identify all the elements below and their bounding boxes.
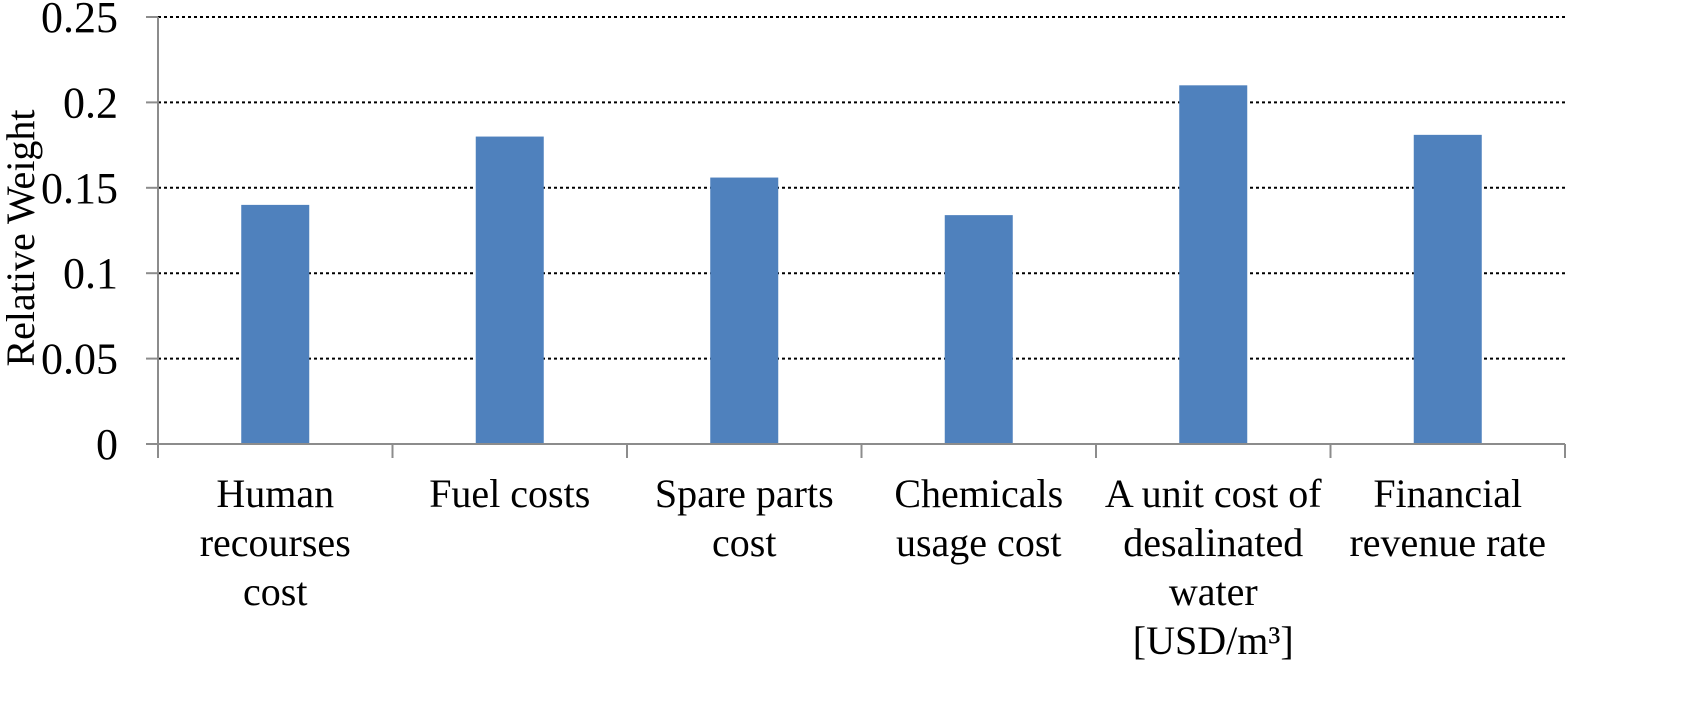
y-tick-label: 0.05 [41,335,118,384]
bar [1413,134,1482,445]
y-tick-label: 0 [96,420,118,469]
y-tick-label: 0.2 [63,78,118,127]
x-category-label: Human recourses cost [200,471,351,614]
x-category-label: Spare parts cost [655,471,834,565]
bars [241,85,1482,445]
y-tick-label: 0.25 [41,0,118,42]
bar [944,215,1013,444]
x-category-label: Fuel costs [429,471,590,516]
y-axis-title: Relative Weight [0,109,43,366]
x-category-label: Financial revenue rate [1349,471,1546,565]
bar [475,136,544,444]
gridlines [158,16,1565,360]
y-tick-label: 0.1 [63,249,118,298]
y-tick-label: 0.15 [41,164,118,213]
bar [241,204,310,444]
labels: 0 0.05 0.1 0.15 0.2 0.25 Human recourses cost Fue… [41,0,1546,663]
bar [1179,85,1248,444]
x-category-label: A unit cost of desalinated water [USD/m³] [1105,471,1322,663]
x-category-label: Chemicals usage cost [894,471,1063,565]
axes [146,16,1566,458]
bar [710,177,779,444]
